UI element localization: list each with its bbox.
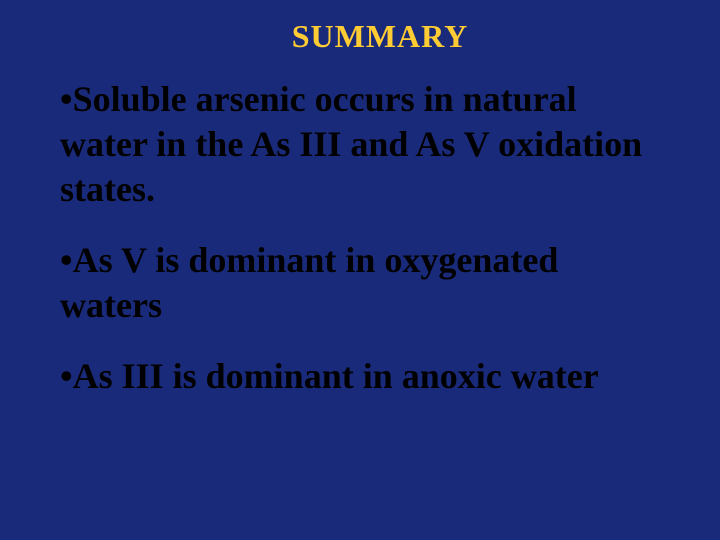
bullet-marker: • (60, 356, 73, 396)
bullet-list: •Soluble arsenic occurs in natural water… (60, 77, 660, 399)
bullet-text: As III is dominant in anoxic water (73, 356, 599, 396)
bullet-item: •Soluble arsenic occurs in natural water… (60, 77, 660, 212)
bullet-marker: • (60, 240, 73, 280)
slide-container: SUMMARY •Soluble arsenic occurs in natur… (0, 0, 720, 540)
bullet-item: •As V is dominant in oxygenated waters (60, 238, 660, 328)
bullet-marker: • (60, 79, 73, 119)
bullet-text: As V is dominant in oxygenated waters (60, 240, 558, 325)
bullet-item: •As III is dominant in anoxic water (60, 354, 660, 399)
bullet-text: Soluble arsenic occurs in natural water … (60, 79, 642, 209)
slide-title: SUMMARY (100, 18, 660, 55)
